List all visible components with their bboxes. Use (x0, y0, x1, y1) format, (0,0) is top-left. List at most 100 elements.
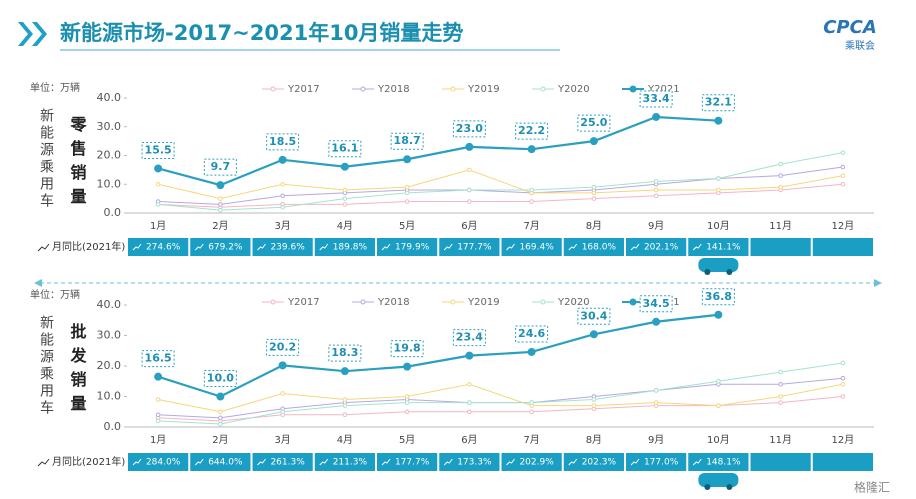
data-point (653, 400, 659, 405)
data-point (716, 187, 721, 193)
yoy-cell-icon (381, 458, 391, 466)
value-label: 25.0 (580, 116, 607, 129)
value-label: 32.1 (705, 96, 732, 109)
value-label-box (266, 133, 300, 151)
value-label: 16.1 (331, 142, 358, 155)
yoy-cell-icon (692, 458, 702, 466)
legend-dot (629, 298, 637, 306)
data-point (778, 184, 783, 190)
data-point (467, 382, 472, 387)
yoy-value: 202.9% (519, 458, 554, 468)
yoy-cell (190, 453, 251, 471)
yoy-cell (128, 238, 189, 256)
yoy-cell-icon (506, 458, 515, 466)
side-label: 新能源乘用车 (38, 315, 54, 417)
data-point (155, 418, 161, 424)
value-label: 30.4 (580, 309, 607, 322)
data-point (280, 181, 285, 187)
data-point (840, 173, 846, 178)
yoy-cell-icon (257, 243, 266, 251)
yoy-cell (190, 238, 251, 256)
series-line (157, 313, 719, 398)
yoy-cell (750, 238, 811, 256)
yoy-icon (37, 458, 50, 467)
data-point (840, 382, 846, 387)
x-tick-label: 2月 (212, 220, 228, 232)
legend-label: Y2018 (377, 297, 410, 308)
data-point (529, 187, 534, 193)
data-point (218, 409, 223, 415)
data-point (589, 330, 598, 339)
data-point (218, 421, 223, 427)
value-label: 20.2 (269, 340, 296, 353)
series-line (157, 115, 719, 187)
y-tick-label: 30.0 (97, 329, 122, 342)
value-label-box (639, 295, 673, 313)
data-point (591, 196, 597, 201)
legend-dot (540, 299, 546, 305)
data-point (216, 181, 225, 190)
value-label-box (701, 288, 735, 306)
data-point (778, 382, 783, 387)
yoy-cell (688, 238, 749, 256)
legend-label: Y2019 (467, 84, 500, 95)
data-point (652, 317, 661, 326)
yoy-value: 177.7% (457, 243, 492, 253)
logo: CPCA (823, 17, 877, 38)
yoy-value: 202.3% (582, 458, 617, 468)
data-point (280, 391, 285, 396)
unit: 单位：万辆 (30, 81, 80, 94)
yoy-value: 177.0% (644, 458, 679, 468)
data-point (340, 162, 349, 171)
data-point (155, 397, 161, 402)
yoy-value: 644.0% (208, 458, 243, 468)
x-tick-label: 5月 (399, 434, 415, 446)
data-point (529, 409, 534, 415)
y-tick-label: 20.0 (97, 359, 122, 372)
title-underline (60, 49, 560, 51)
data-point (840, 164, 846, 170)
yoy-cell (439, 453, 500, 471)
x-tick-label: 9月 (648, 220, 664, 232)
yoy-cell-icon (132, 458, 142, 466)
yoy-cell (501, 238, 562, 256)
data-point (716, 378, 721, 384)
data-point (591, 403, 597, 408)
yoy-cell-icon (257, 458, 266, 466)
value-label: 33.4 (643, 92, 670, 105)
data-point (840, 150, 846, 155)
data-point (467, 187, 472, 193)
data-point (778, 369, 783, 375)
data-point (653, 193, 659, 199)
yoy-cell (314, 238, 375, 256)
value-label-box (203, 158, 237, 176)
yoy-value: 179.9% (395, 243, 430, 253)
yoy-cell (750, 453, 811, 471)
value-label-box (328, 344, 362, 362)
series-line (158, 383, 843, 413)
data-point (714, 310, 723, 319)
yoy-cell-icon (319, 458, 329, 466)
data-point (778, 394, 783, 399)
watermark: 格隆汇 (854, 480, 890, 495)
data-point (467, 167, 472, 173)
data-point (653, 187, 659, 193)
value-label-box (141, 350, 175, 368)
data-point (342, 196, 348, 201)
legend-label: Y2018 (377, 84, 410, 95)
logo-sub: 乘联会 (845, 39, 875, 52)
data-point (218, 202, 223, 207)
data-point (714, 116, 723, 125)
value-label: 23.0 (456, 122, 483, 135)
yoy-cell-icon (319, 243, 329, 251)
yoy-value: 169.4% (519, 243, 554, 253)
legend-dot (360, 86, 366, 92)
data-point (529, 199, 534, 204)
data-point (280, 204, 285, 210)
data-point (342, 187, 348, 193)
yoy-value: 679.2% (208, 243, 243, 253)
value-label: 18.3 (331, 346, 358, 359)
value-label-box (328, 140, 362, 158)
value-label-box (452, 120, 486, 138)
data-point (778, 173, 783, 178)
